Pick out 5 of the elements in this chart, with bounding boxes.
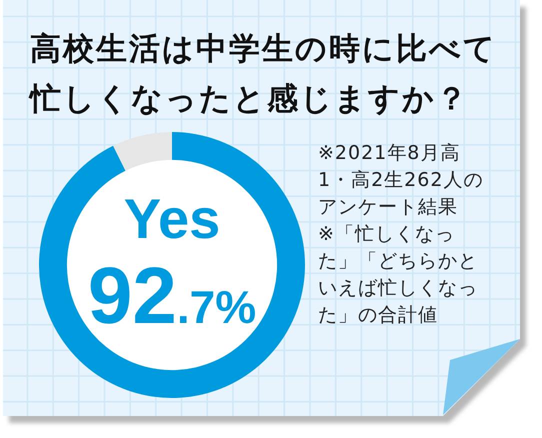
slice-label: Yes xyxy=(124,187,220,250)
data-label: 92.7% xyxy=(88,251,256,340)
text: ※2021年8月高1・高2生262人のアンケート結果 xyxy=(318,141,484,220)
text: ※「忙しくなった」「どちらかといえば忙しくなった」の合計値 xyxy=(318,222,479,328)
chart-title: 高校生活は中学生の時に比べて忙しくなったと感じますか？ xyxy=(30,30,498,119)
